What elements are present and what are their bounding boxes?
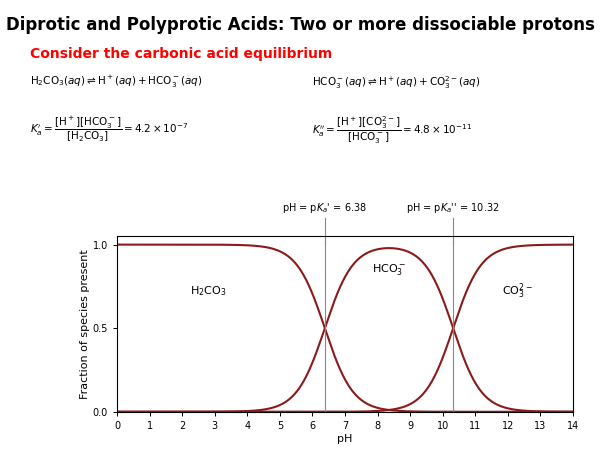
Text: Diprotic and Polyprotic Acids: Two or more dissociable protons: Diprotic and Polyprotic Acids: Two or mo… — [5, 16, 595, 34]
Text: $\mathrm{HCO_3^-}$: $\mathrm{HCO_3^-}$ — [372, 262, 406, 277]
Text: pH = p$K_a$' = 6.38: pH = p$K_a$' = 6.38 — [283, 201, 367, 215]
Text: $K_a' = \dfrac{[\mathrm{H^+}][\mathrm{HCO_3^-}]}{[\mathrm{H_2CO_3}]} = 4.2 \time: $K_a' = \dfrac{[\mathrm{H^+}][\mathrm{HC… — [30, 115, 188, 144]
Text: $\mathrm{CO_3^{2-}}$: $\mathrm{CO_3^{2-}}$ — [502, 282, 533, 301]
Text: Consider the carbonic acid equilibrium: Consider the carbonic acid equilibrium — [30, 47, 332, 61]
Text: $\mathrm{H_2CO_3}(aq) \rightleftharpoons \mathrm{H^+}(aq) + \mathrm{HCO_3^-}(aq): $\mathrm{H_2CO_3}(aq) \rightleftharpoons… — [30, 74, 203, 90]
X-axis label: pH: pH — [337, 433, 353, 444]
Text: pH = p$K_a$'' = 10.32: pH = p$K_a$'' = 10.32 — [406, 201, 500, 215]
Y-axis label: Fraction of species present: Fraction of species present — [80, 249, 90, 399]
Text: $K_a'' = \dfrac{[\mathrm{H^+}][\mathrm{CO_3^{2-}}]}{[\mathrm{HCO_3^-}]} = 4.8 \t: $K_a'' = \dfrac{[\mathrm{H^+}][\mathrm{C… — [312, 115, 472, 146]
Text: $\mathrm{HCO_3^-}(aq) \rightleftharpoons \mathrm{H^+}(aq) + \mathrm{CO_3^{2-}}(a: $\mathrm{HCO_3^-}(aq) \rightleftharpoons… — [312, 74, 481, 91]
Text: $\mathrm{H_2CO_3}$: $\mathrm{H_2CO_3}$ — [190, 284, 227, 298]
